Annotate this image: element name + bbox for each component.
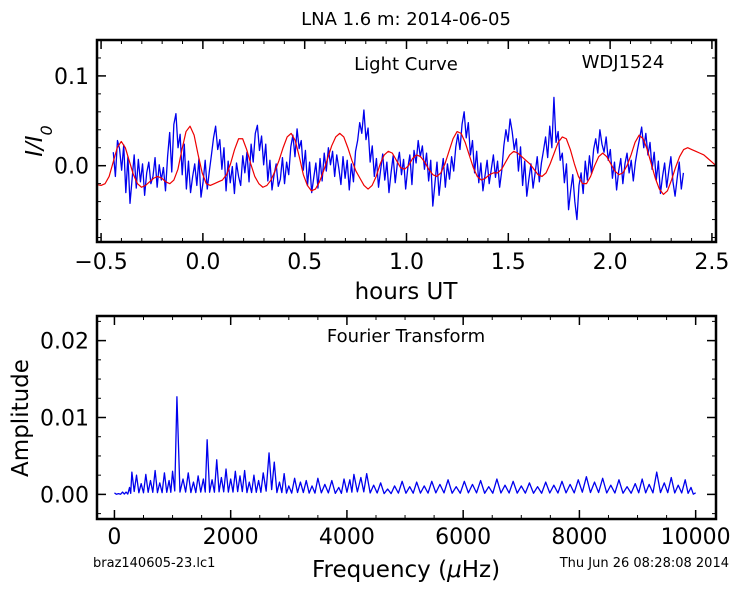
x-tick-label: 0.5: [287, 250, 322, 275]
star-name-label: WDJ1524: [582, 52, 665, 73]
fourier-transform-plot-area: [114, 396, 696, 495]
light-curve-y-axis-label: I/I0: [22, 125, 56, 157]
y-tick-label: 0.0: [54, 155, 89, 180]
y-tick-label: 0.00: [40, 483, 89, 508]
x-tick-label: 8000: [551, 525, 607, 550]
light-curve-ticks: −0.5 0.0 0.5 1.0 1.5 2.0 2.5 0.0 0.1: [54, 39, 729, 275]
fourier-transform-x-axis-label: Frequency (μHz): [312, 557, 500, 583]
light-curve-model-line: [97, 125, 716, 196]
fourier-observed-line: [114, 396, 696, 495]
light-curve-x-axis-label: hours UT: [355, 279, 459, 305]
fourier-transform-ticks: 0 2000 4000 6000 8000 10000 0.00 0.01 0.02: [40, 316, 731, 550]
fourier-transform-frame: [95, 314, 718, 521]
x-tick-label: 1.5: [491, 250, 526, 275]
x-tick-label: 0: [107, 525, 121, 550]
footer-filename: braz140605-23.lc1: [93, 556, 215, 571]
footer-timestamp: Thu Jun 26 08:28:08 2014: [559, 556, 729, 571]
y-tick-label: 0.02: [40, 330, 89, 355]
x-tick-label: 2000: [203, 525, 259, 550]
x-tick-label: 4000: [319, 525, 375, 550]
x-tick-label: 6000: [435, 525, 491, 550]
x-tick-label: 10000: [661, 525, 731, 550]
light-curve-panel: −0.5 0.0 0.5 1.0 1.5 2.0 2.5 0.0 0.1 Light Curve…: [22, 38, 729, 305]
x-tick-label: 2.5: [694, 250, 729, 275]
light-curve-title: Light Curve: [354, 54, 458, 75]
x-tick-label: 2.0: [593, 250, 628, 275]
x-tick-label: −0.5: [74, 250, 127, 275]
x-tick-label: 0.0: [185, 250, 220, 275]
fourier-transform-panel: 0 2000 4000 6000 8000 10000 0.00 0.01 0.02 Fouri…: [8, 314, 731, 583]
fourier-transform-y-axis-label: Amplitude: [8, 359, 34, 477]
y-tick-label: 0.1: [54, 65, 89, 90]
x-tick-label: 1.0: [389, 250, 424, 275]
light-curve-frame: [95, 38, 718, 244]
figure-suptitle: LNA 1.6 m: 2014-06-05: [301, 9, 511, 30]
light-curve-plot-area: [97, 96, 716, 221]
fourier-transform-title: Fourier Transform: [327, 326, 485, 347]
y-tick-label: 0.01: [40, 407, 89, 432]
light-curve-observed-line: [112, 96, 685, 221]
